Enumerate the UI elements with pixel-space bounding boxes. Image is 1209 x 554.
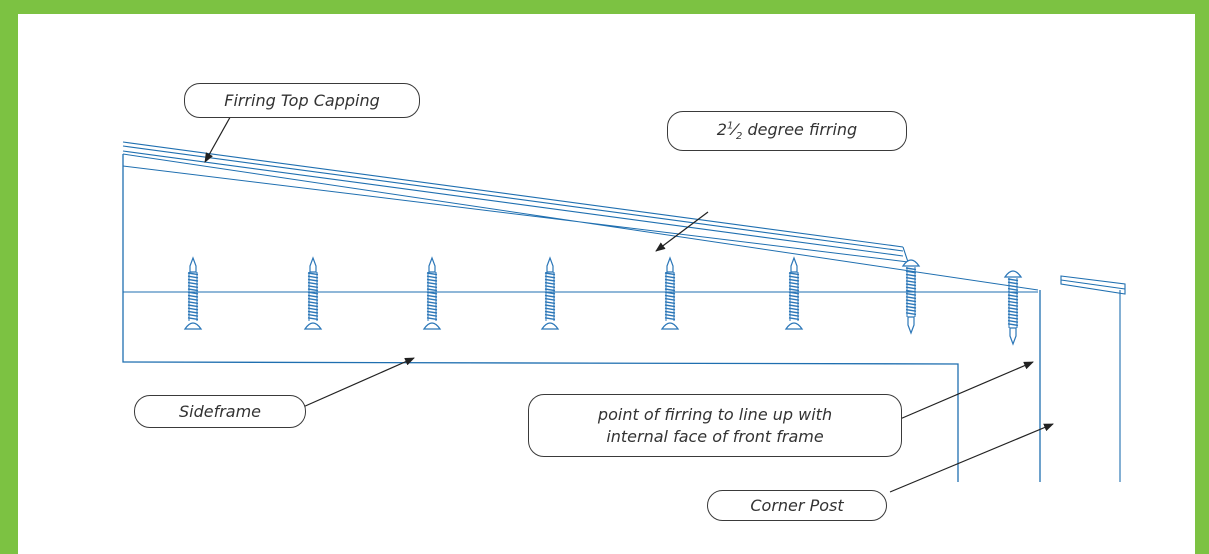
label-point-of-firring: point of firring to line up with interna… bbox=[528, 394, 902, 457]
label-sideframe: Sideframe bbox=[134, 395, 306, 428]
arrow-degree-firring bbox=[655, 211, 709, 252]
point-of-firring-line2: internal face of front frame bbox=[606, 426, 824, 446]
corner-post-text: Corner Post bbox=[750, 495, 844, 515]
firring-top-capping bbox=[122, 141, 909, 263]
degree-firring-whole: 2 bbox=[716, 119, 727, 139]
diagram-panel: Firring Top Capping 21⁄2 degree firring … bbox=[18, 14, 1195, 554]
screw bbox=[183, 256, 203, 330]
label-corner-post: Corner Post bbox=[707, 490, 887, 521]
arrow-sideframe bbox=[302, 357, 415, 408]
screw bbox=[1003, 270, 1023, 346]
sideframe-text: Sideframe bbox=[178, 401, 262, 421]
arrow-corner-post bbox=[889, 423, 1054, 493]
label-degree-firring: 21⁄2 degree firring bbox=[667, 111, 907, 151]
screws-group bbox=[183, 256, 1023, 346]
sideframe-outline bbox=[122, 154, 959, 482]
arrow-point-of-firring bbox=[899, 361, 1034, 420]
degree-firring-text: 21⁄2 degree firring bbox=[716, 119, 858, 142]
corner-post bbox=[1060, 275, 1126, 482]
degree-firring-num: 1 bbox=[726, 120, 734, 132]
screw bbox=[784, 256, 804, 330]
point-of-firring-line1: point of firring to line up with bbox=[597, 404, 833, 424]
label-firring-top-capping: Firring Top Capping bbox=[184, 83, 420, 118]
screw bbox=[303, 256, 323, 330]
screw bbox=[901, 259, 921, 335]
arrow-firring-top-capping bbox=[204, 111, 234, 163]
screw bbox=[660, 256, 680, 330]
firring-diagram bbox=[122, 111, 1126, 493]
degree-firring-den: 2 bbox=[736, 130, 743, 142]
screw bbox=[540, 256, 560, 330]
degree-firring-words: degree firring bbox=[747, 119, 858, 139]
firring-wedge bbox=[122, 153, 1039, 291]
screw bbox=[422, 256, 442, 330]
firring-top-capping-text: Firring Top Capping bbox=[224, 90, 380, 110]
